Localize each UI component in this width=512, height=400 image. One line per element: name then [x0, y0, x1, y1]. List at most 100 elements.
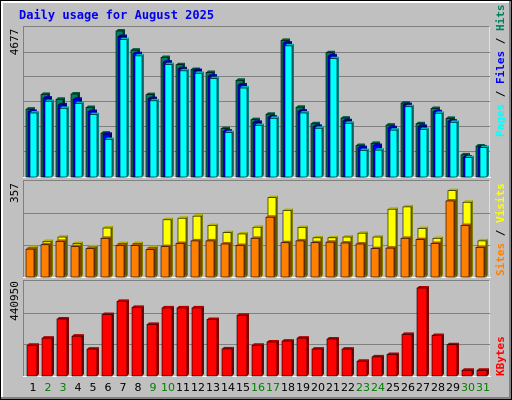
bar-kbytes-day-17: [266, 341, 278, 377]
bar-sites-day-17: [265, 216, 275, 278]
bar-pages-day-2-top: [45, 99, 54, 102]
bar-files-day-7-top: [118, 34, 127, 37]
bar-sites-day-12-top: [191, 238, 201, 241]
bar-sites-day-16-top: [251, 236, 261, 239]
bar-sites-day-31: [475, 247, 485, 278]
x-tick-day-5: 5: [90, 381, 97, 394]
bar-kbytes-day-3: [56, 318, 68, 377]
bar-sites-day-15: [235, 245, 245, 278]
bar-sites-day-27-side: [424, 237, 426, 277]
bar-visits-day-4-side: [81, 241, 83, 277]
bar-pages-day-21-side: [337, 56, 339, 177]
bar-visits-day-13-top: [208, 223, 218, 226]
bar-sites-day-15-side: [244, 243, 246, 277]
bar-sites-day-30-top: [461, 223, 471, 226]
bar-visits-day-16-side: [261, 225, 263, 277]
bar-files-day-24-top: [373, 143, 382, 146]
bar-visits-day-11-side: [186, 216, 188, 277]
x-tick-day-13: 13: [206, 381, 220, 394]
bar-pages-day-24: [374, 149, 383, 178]
bar-sites-day-13-top: [206, 238, 216, 241]
bar-pages-day-29: [449, 122, 458, 178]
bar-hits-day-1-top: [26, 107, 35, 110]
bar-pages-day-27-side: [427, 127, 429, 177]
legend-visits: Visits: [494, 183, 507, 223]
bar-sites-day-20-side: [319, 240, 321, 277]
bar-pages-day-19-top: [300, 111, 309, 114]
bar-files-day-21-top: [328, 53, 337, 56]
bar-sites-day-16-side: [259, 236, 261, 277]
bar-kbytes-day-16-side: [262, 343, 264, 376]
bar-kbytes-day-16-top: [252, 343, 264, 346]
bar-pages-day-16-side: [262, 123, 264, 177]
legend-hits: Hits: [494, 5, 507, 32]
bar-sites-day-13-side: [214, 238, 216, 277]
bar-kbytes-day-15-side: [247, 313, 249, 376]
x-tick-day-23: 23: [356, 381, 370, 394]
bar-kbytes-day-29-top: [447, 342, 459, 345]
bar-visits-day-1-side: [36, 245, 38, 277]
bar-hits-day-27-top: [416, 121, 425, 124]
bar-kbytes-day-31-top: [477, 368, 489, 371]
bar-kbytes-day-2: [41, 337, 53, 377]
x-tick-day-4: 4: [75, 381, 82, 394]
bar-sites-day-3: [55, 241, 65, 278]
bar-kbytes-day-13: [206, 319, 218, 377]
bar-files-day-5-top: [88, 109, 97, 112]
bar-pages-day-18-side: [292, 43, 294, 177]
bar-visits-day-29-top: [448, 188, 458, 191]
bar-sites-day-20-top: [311, 240, 321, 243]
bar-kbytes-day-20-top: [312, 347, 324, 350]
bar-kbytes-day-5: [86, 348, 98, 377]
bar-sites-day-19-top: [296, 238, 306, 241]
bar-kbytes-day-7: [116, 301, 128, 377]
bar-pages-day-6: [104, 139, 113, 178]
bar-sites-day-23-top: [356, 242, 366, 245]
bar-sites-day-2: [40, 244, 50, 278]
bar-pages-day-22-top: [345, 121, 354, 124]
bar-pages-day-29-top: [450, 120, 459, 123]
bar-kbytes-day-8: [131, 307, 143, 377]
bar-sites-day-26-top: [401, 236, 411, 239]
bar-kbytes-day-24: [371, 356, 383, 377]
bar-kbytes-day-10-side: [172, 305, 174, 376]
bar-pages-day-4-side: [82, 101, 84, 177]
bar-sites-day-8-side: [139, 243, 141, 277]
bar-sites-day-7: [115, 245, 125, 278]
bar-pages-day-12-side: [202, 71, 204, 177]
bar-kbytes-day-22-top: [342, 347, 354, 350]
bar-pages-day-7: [119, 39, 128, 178]
bevel-right: [509, 1, 511, 399]
bar-files-day-4-top: [73, 97, 82, 100]
bar-sites-day-22-top: [341, 240, 351, 243]
bar-kbytes-day-11-top: [177, 305, 189, 308]
bar-pages-day-4: [74, 103, 83, 178]
bar-pages-day-23-top: [360, 148, 369, 151]
bar-visits-day-5-side: [96, 244, 98, 277]
bar-pages-day-25-side: [397, 128, 399, 177]
bar-sites-day-2-top: [41, 242, 51, 245]
bar-sites-day-11-side: [184, 241, 186, 277]
bar-kbytes-day-12: [191, 307, 203, 377]
legend-files: Files: [494, 51, 507, 84]
bar-sites-day-1-top: [26, 247, 36, 250]
bar-visits-day-11-top: [178, 216, 188, 219]
bar-kbytes-day-10: [161, 307, 173, 377]
bar-pages-day-3-top: [60, 106, 69, 109]
bar-kbytes-day-11: [176, 307, 188, 377]
bar-files-day-16-top: [253, 120, 262, 123]
bar-files-day-2-top: [43, 96, 52, 99]
bar-files-day-23-top: [358, 145, 367, 148]
bar-sites-day-16: [250, 238, 260, 278]
bar-kbytes-day-12-side: [202, 305, 204, 376]
bar-kbytes-day-18-top: [282, 339, 294, 342]
bar-hits-day-26-top: [401, 101, 410, 104]
bar-kbytes-day-4-side: [82, 334, 84, 376]
x-tick-day-15: 15: [236, 381, 250, 394]
bar-files-day-13-top: [208, 74, 217, 77]
bar-kbytes-day-27: [416, 287, 428, 377]
bar-pages-day-11-side: [187, 68, 189, 177]
bar-pages-day-6-side: [112, 137, 114, 177]
x-tick-day-29: 29: [446, 381, 460, 394]
bar-pages-day-5-top: [90, 112, 99, 115]
